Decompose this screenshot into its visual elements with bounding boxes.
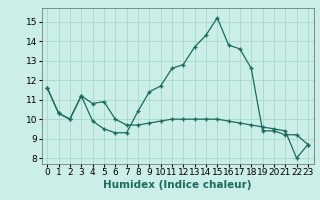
- X-axis label: Humidex (Indice chaleur): Humidex (Indice chaleur): [103, 180, 252, 190]
